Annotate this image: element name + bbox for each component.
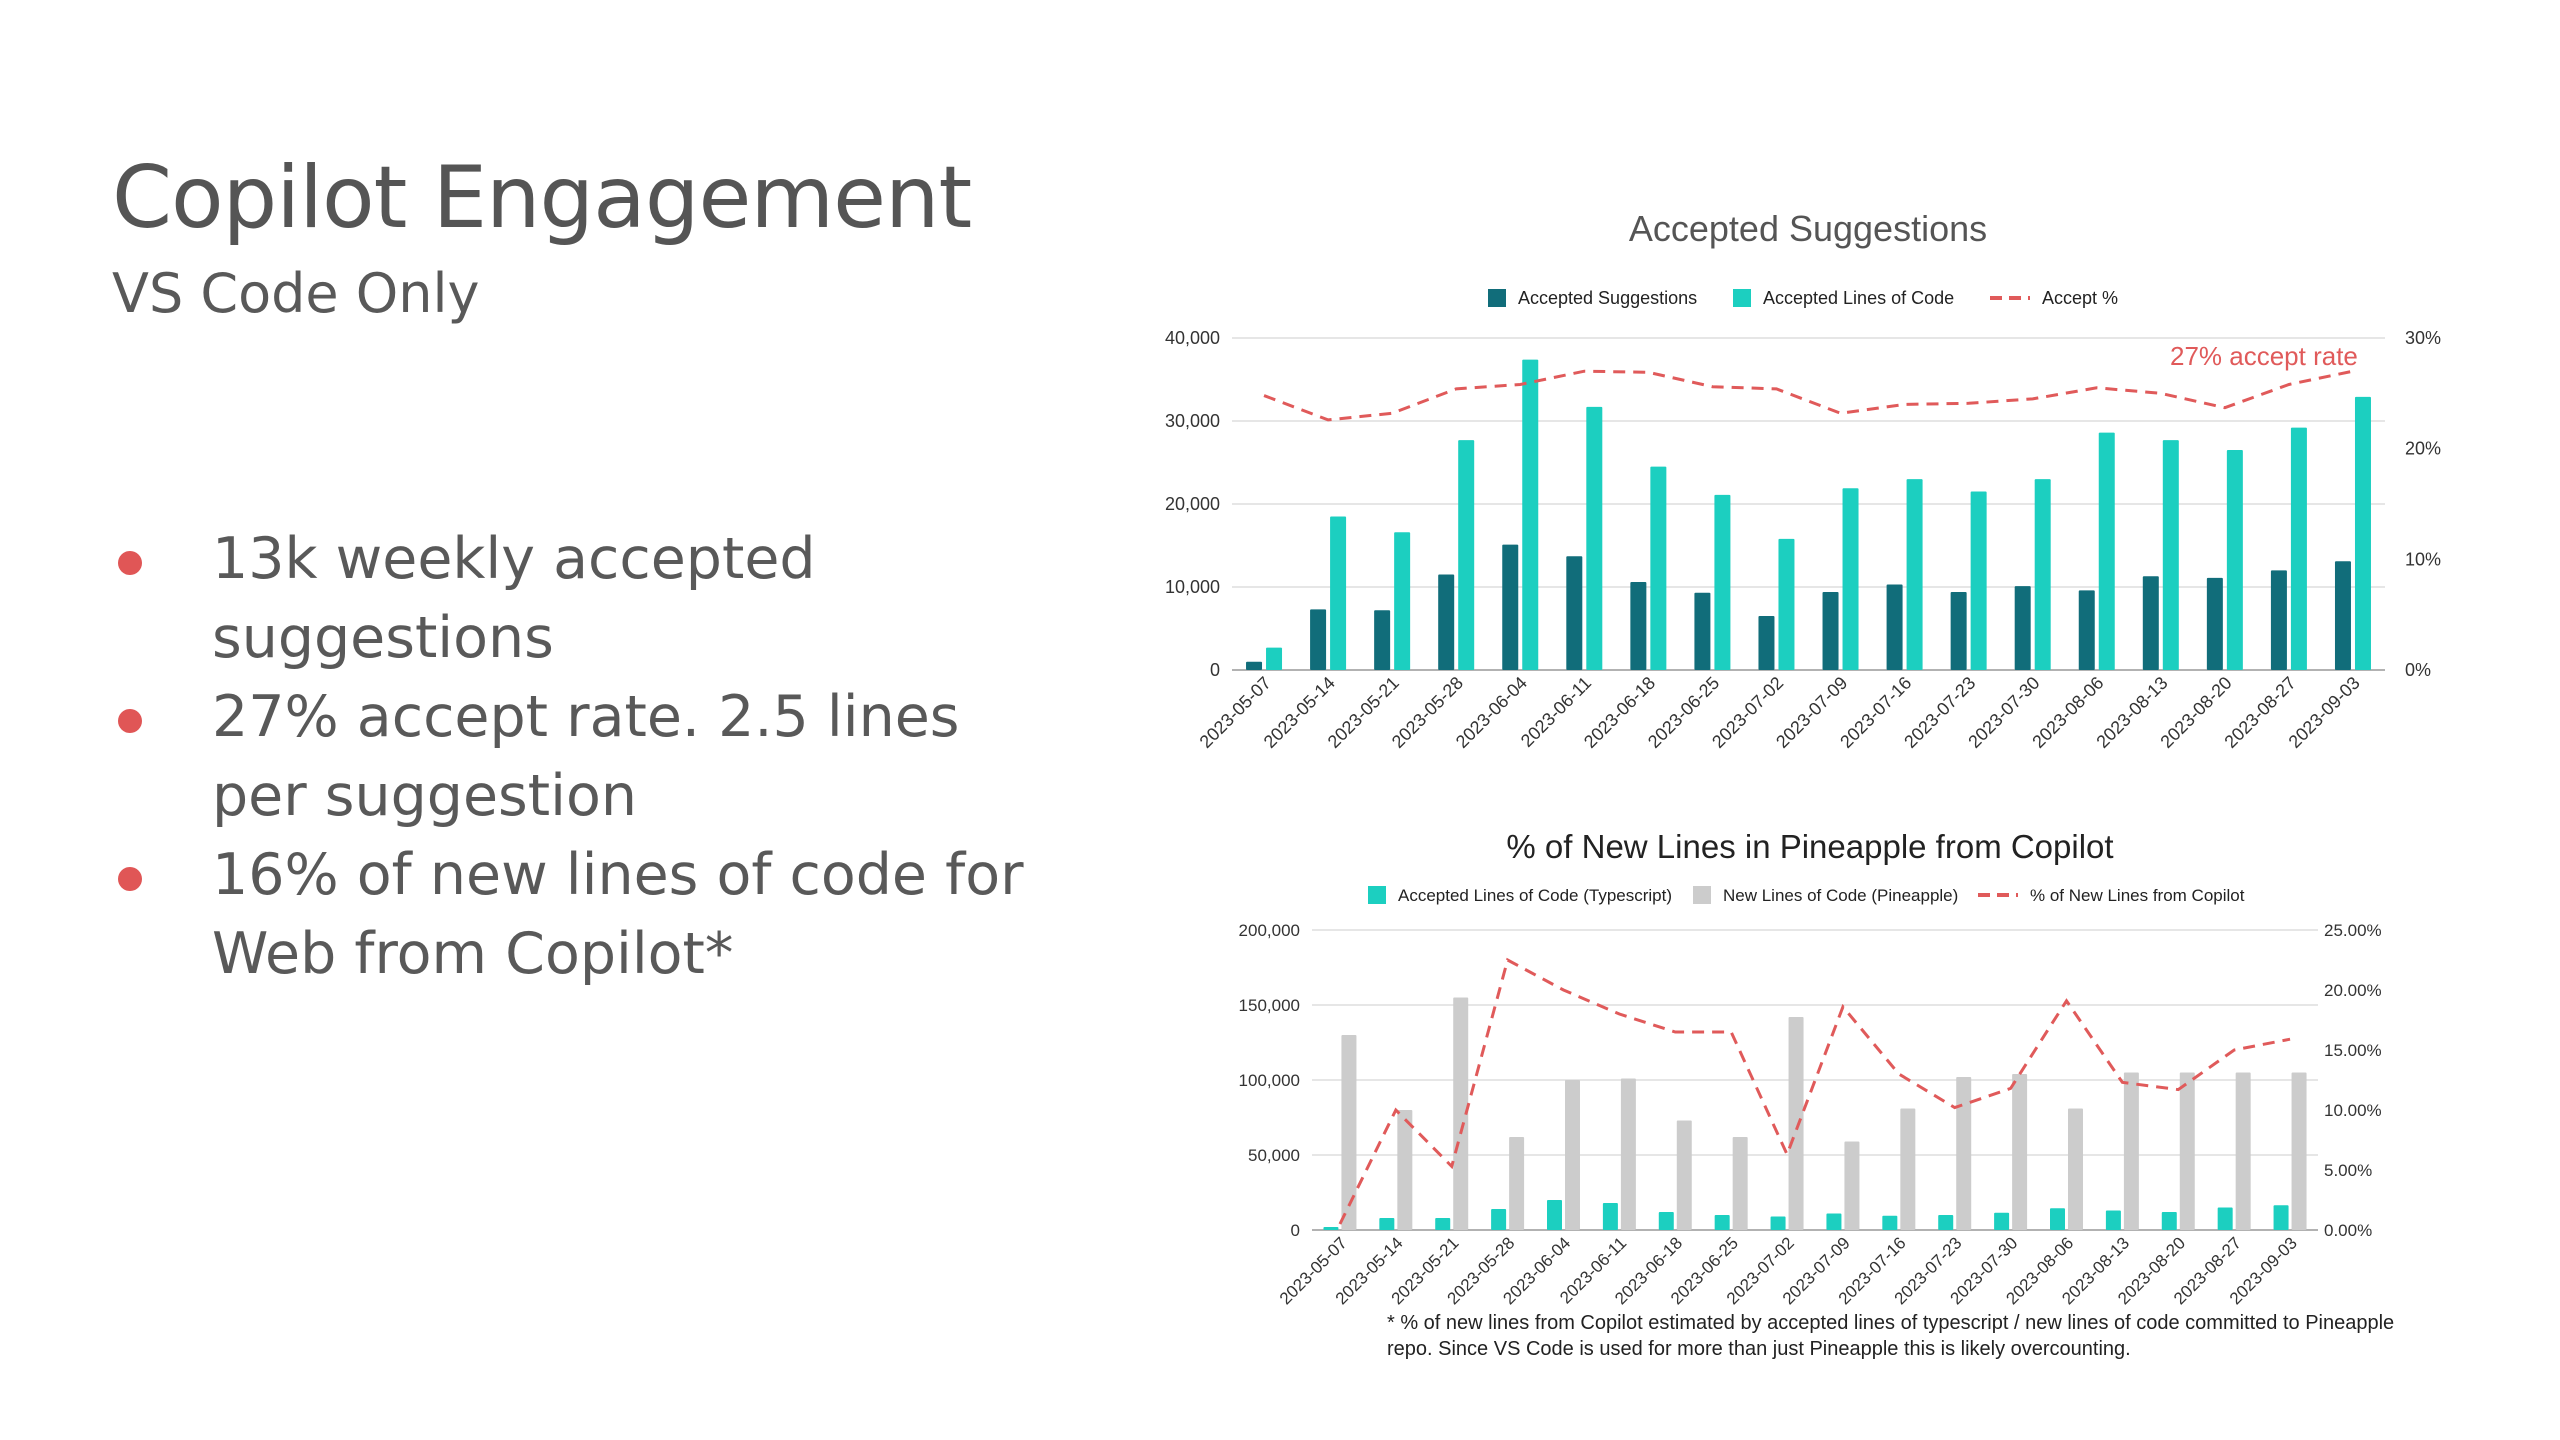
- slide-title: Copilot Engagement: [112, 148, 972, 248]
- bar: [2034, 479, 2051, 670]
- bar: [1438, 574, 1455, 670]
- bullet-item: 27% accept rate. 2.5 lines per suggestio…: [110, 678, 1070, 836]
- bar: [1458, 440, 1475, 670]
- bar: [2078, 590, 2095, 670]
- y2-tick-label: 20%: [2405, 439, 2441, 459]
- footnote: * % of new lines from Copilot estimated …: [1387, 1312, 2395, 1360]
- y-tick-label: 10,000: [1165, 577, 1220, 597]
- bullet-item: 16% of new lines of code for Web from Co…: [110, 836, 1070, 994]
- bar: [2354, 396, 2371, 670]
- bullet-list: 13k weekly accepted suggestions 27% acce…: [110, 520, 1070, 994]
- bar: [2206, 577, 2223, 670]
- bar: [1630, 582, 1647, 670]
- bullet-dot-icon: [118, 709, 142, 733]
- bar: [1822, 591, 1839, 670]
- slide-subtitle: VS Code Only: [112, 262, 480, 325]
- bullet-text: 16% of new lines of code for Web from Co…: [212, 842, 1024, 987]
- bullet-dot-icon: [118, 867, 142, 891]
- bar: [2162, 440, 2179, 670]
- y2-tick-label: 10%: [2405, 549, 2441, 569]
- bar: [1758, 616, 1775, 670]
- legend-label: Accepted Suggestions: [1518, 288, 1697, 308]
- y2-tick-label: 0%: [2405, 660, 2431, 680]
- bar: [1502, 544, 1519, 670]
- bar: [1886, 584, 1903, 670]
- bar: [1650, 466, 1667, 670]
- y-tick-label: 40,000: [1165, 328, 1220, 348]
- bar: [1246, 661, 1263, 670]
- y2-tick-label: 30%: [2405, 328, 2441, 348]
- bullet-item: 13k weekly accepted suggestions: [110, 520, 1070, 678]
- bar: [1842, 488, 1859, 670]
- bar: [1586, 406, 1603, 670]
- bar: [2334, 561, 2351, 670]
- bullet-text: 27% accept rate. 2.5 lines per suggestio…: [212, 684, 960, 829]
- bullet-text: 13k weekly accepted suggestions: [212, 526, 816, 671]
- bar: [2290, 427, 2307, 670]
- legend-swatch: [1488, 289, 1506, 307]
- bar: [1310, 609, 1327, 670]
- bar: [1394, 532, 1411, 670]
- bar: [2270, 570, 2287, 670]
- legend-label: Accepted Lines of Code: [1763, 288, 1954, 308]
- bar: [1374, 610, 1391, 670]
- bar: [1970, 491, 1987, 670]
- legend-swatch: [1733, 289, 1751, 307]
- series-line: [1263, 369, 2354, 422]
- bar: [2014, 586, 2031, 670]
- bar: [2226, 450, 2243, 670]
- legend-label: Accept %: [2042, 288, 2118, 308]
- y-tick-label: 20,000: [1165, 494, 1220, 514]
- bar: [1330, 516, 1347, 670]
- bar: [2098, 432, 2115, 670]
- bar: [1906, 479, 1923, 670]
- chart-title: Accepted Suggestions: [1629, 208, 1987, 249]
- bar: [1522, 359, 1539, 670]
- bar: [1714, 494, 1731, 670]
- bar: [1266, 647, 1283, 670]
- bar: [1778, 538, 1795, 670]
- bar: [2142, 576, 2159, 670]
- y-tick-label: 30,000: [1165, 411, 1220, 431]
- chart-annotation: 27% accept rate: [2170, 341, 2358, 371]
- y-tick-label: 0: [1210, 660, 1220, 680]
- bullet-dot-icon: [118, 551, 142, 575]
- bar: [1566, 556, 1583, 670]
- bar: [1950, 591, 1967, 670]
- bar: [1694, 592, 1711, 670]
